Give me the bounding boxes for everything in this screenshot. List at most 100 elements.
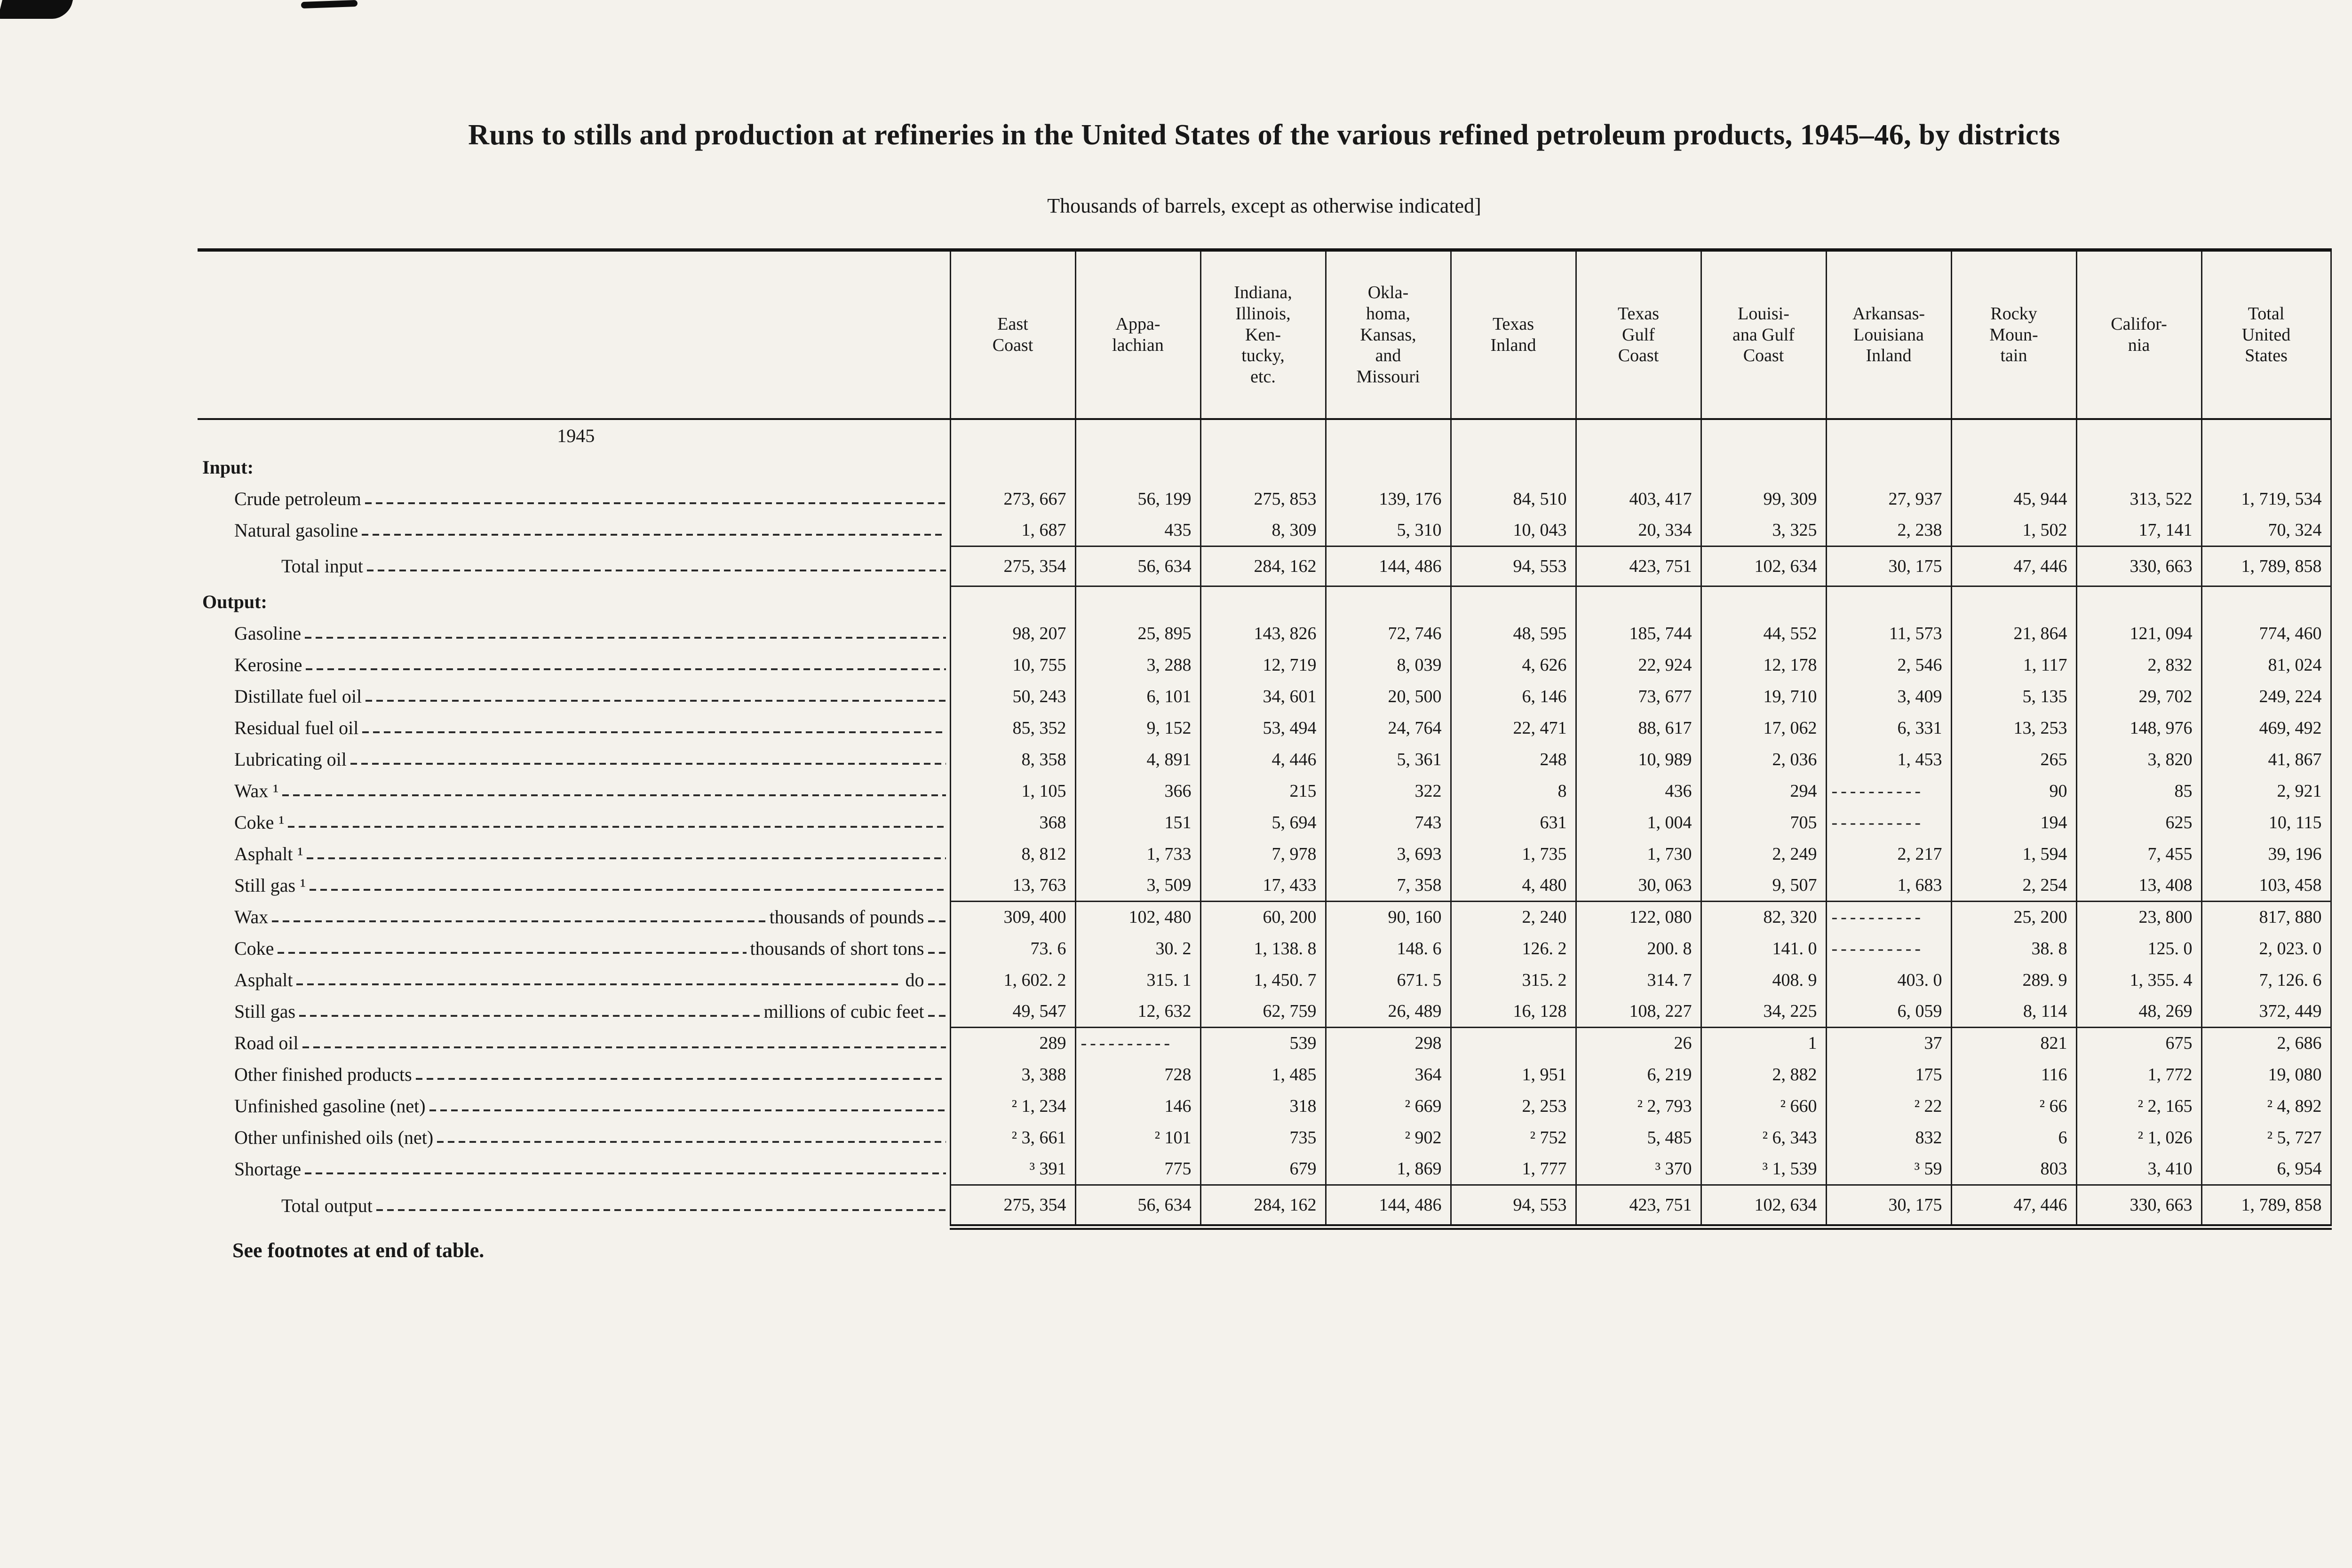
value: 5, 361 [1397,749,1442,769]
value-cell: 116 [1950,1059,2076,1090]
row-label-cell: Natural gasoline [198,515,950,546]
value: 1, 683 [1897,875,1942,895]
value-cell: 38. 8 [1950,933,2076,964]
value-cell: 21, 864 [1950,618,2076,649]
value: 12, 632 [1137,1001,1192,1021]
value-cell: 8, 358 [949,744,1075,775]
table-row: Asphalt ¹ 8, 812 1, 733 7, 978 3, 693 1, 735 1… [198,838,2332,870]
no-data-dashes: ---------- [1831,812,1924,832]
value-cell: 102, 634 [1700,1184,1826,1230]
value-cell: 12, 719 [1200,649,1326,681]
value: 5, 694 [1271,812,1317,832]
value-cell: 7, 358 [1325,870,1451,901]
value: 2, 036 [1772,749,1817,769]
value: ³ 391 [1029,1158,1066,1179]
row-label: Wax ¹ [234,780,279,801]
value-cell: 27, 937 [1825,483,1951,515]
value-cell: 85, 352 [949,712,1075,744]
value-cell: 10, 755 [949,649,1075,681]
value: 8, 309 [1271,520,1317,540]
value-cell [2201,451,2332,483]
value: 62, 759 [1263,1001,1317,1021]
table-row: Natural gasoline 1, 687 435 8, 309 5, 310 10,… [198,515,2332,546]
row-label: Input: [202,457,254,478]
value: 21, 864 [2013,623,2067,643]
value-cell: 469, 492 [2201,712,2332,744]
value: 38. 8 [2031,938,2067,958]
value-cell: ---------- [1825,807,1951,838]
value-cell: 313, 522 [2075,483,2201,515]
value-cell: 249, 224 [2201,681,2332,712]
value: 8, 358 [1021,749,1066,769]
value-cell: 1, 719, 534 [2201,483,2332,515]
value: 423, 751 [1629,556,1692,576]
value: 265 [2040,749,2067,769]
value: 8 [1557,781,1567,801]
table-row: Residual fuel oil 85, 352 9, 152 53, 494 24,… [198,712,2332,744]
value-cell: 2, 217 [1825,838,1951,870]
value: 73, 677 [1638,686,1692,706]
value: 85 [2174,781,2193,801]
value: 8, 114 [2023,1001,2067,1021]
value: 1, 453 [1897,749,1942,769]
value-cell [1325,586,1451,618]
value-cell: 3, 388 [949,1059,1075,1090]
column-header: Arkansas- Louisiana Inland [1825,248,1951,420]
row-label-cell: Unfinished gasoline (net) [198,1090,950,1122]
value: 94, 553 [1513,1195,1567,1215]
value: 94, 553 [1513,556,1567,576]
value-cell [1325,451,1451,483]
row-label: Distillate fuel oil [234,686,362,707]
value-cell: 8, 114 [1950,996,2076,1027]
value-cell: 48, 595 [1450,618,1576,649]
value-cell: ³ 1, 539 [1700,1153,1826,1185]
value-cell: ² 1, 234 [949,1090,1075,1122]
value: 318 [1289,1096,1317,1116]
value-cell: 631 [1450,807,1576,838]
column-header: Texas Inland [1450,248,1576,420]
value: 16, 128 [1513,1001,1567,1021]
value: 7, 455 [2147,844,2193,864]
value-cell: 5, 694 [1200,807,1326,838]
value-cell: 194 [1950,807,2076,838]
value-cell: 298 [1325,1026,1451,1059]
value: 17, 141 [2138,520,2193,540]
value: 821 [2040,1033,2067,1053]
table-row: Asphalt do 1, 602. 2 315. 1 1, 450. 7 671. 5 3… [198,964,2332,996]
value-cell: 2, 546 [1825,649,1951,681]
row-label: Crude petroleum [234,488,361,509]
value-cell: 3, 509 [1074,870,1200,901]
row-label: Residual fuel oil [234,717,359,738]
value-cell: 98, 207 [949,618,1075,649]
value-cell: 23, 800 [2075,900,2201,933]
row-label: Natural gasoline [234,520,358,541]
value-cell: 289 [949,1026,1075,1059]
value: 122, 080 [1629,907,1692,927]
value-cell: ² 752 [1450,1122,1576,1153]
value: 1, 502 [2022,520,2067,540]
value-cell: 17, 062 [1700,712,1826,744]
value: 2, 686 [2277,1033,2322,1053]
value-cell: 11, 573 [1825,618,1951,649]
dash-leader [282,794,946,796]
table-row: Output: [198,586,2332,618]
value-cell: 37 [1825,1026,1951,1059]
value: 1, 772 [2147,1064,2193,1085]
dash-leader [928,983,949,985]
value: 313, 522 [2130,489,2193,509]
value-cell: 73. 6 [949,933,1075,964]
value: 121, 094 [2130,623,2193,643]
value: 98, 207 [1012,623,1066,643]
value-cell: 1, 502 [1950,515,2076,546]
value-cell: 265 [1950,744,2076,775]
value-cell: 56, 634 [1074,545,1200,587]
value: 141. 0 [1772,938,1817,958]
value-cell: 539 [1200,1026,1326,1059]
value: 705 [1790,812,1817,832]
value-cell: 47, 446 [1950,545,2076,587]
row-label: Other finished products [234,1064,412,1085]
dash-leader [429,1109,946,1111]
value-cell [1825,451,1951,483]
table-row: Wax thousands of pounds 309, 400 102, 480 60… [198,900,2332,933]
value: 2, 217 [1897,844,1942,864]
